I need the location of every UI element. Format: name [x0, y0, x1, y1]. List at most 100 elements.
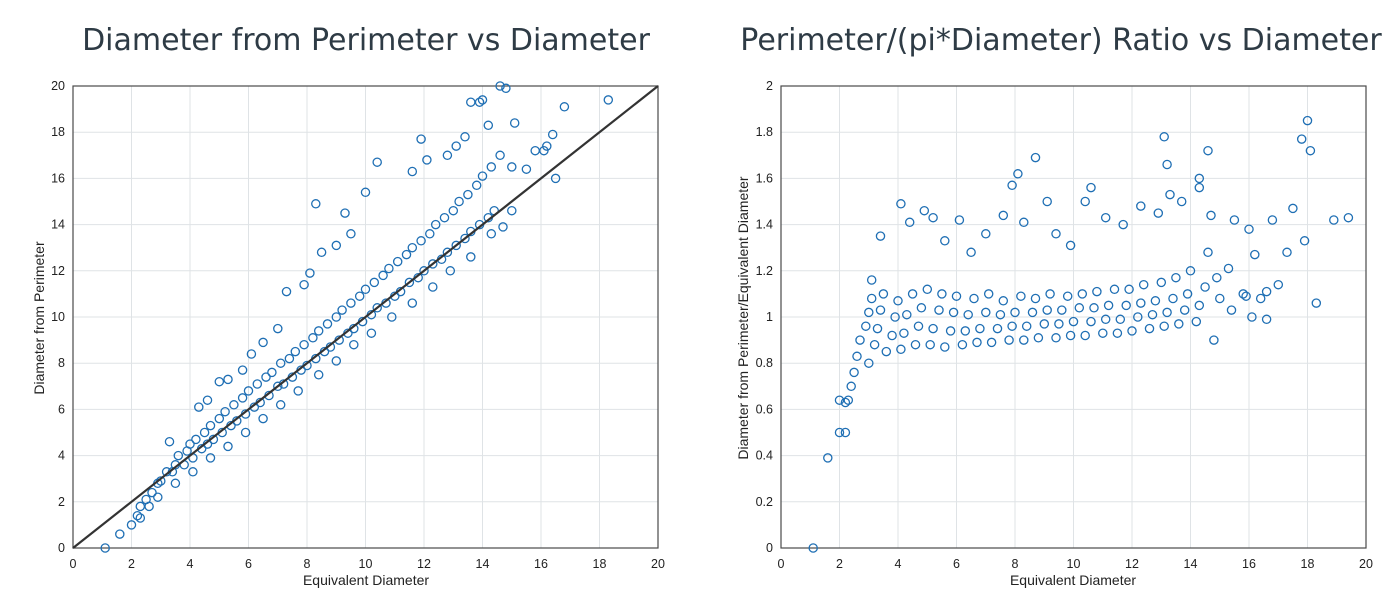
data-point: [1100, 212, 1111, 223]
data-point: [904, 217, 915, 228]
data-point: [1100, 314, 1111, 325]
data-point: [992, 323, 1003, 334]
data-point: [1030, 152, 1041, 163]
data-point: [115, 529, 125, 539]
data-point: [1153, 208, 1164, 218]
data-point: [144, 501, 154, 512]
data-point: [199, 427, 210, 438]
data-point: [372, 303, 382, 313]
x-tick-label: 0: [70, 557, 77, 571]
data-point: [834, 427, 845, 438]
y-tick-label: 10: [51, 310, 65, 324]
data-point: [1156, 277, 1167, 288]
data-point: [331, 312, 342, 322]
x-axis-label: Equivalent Diameter: [303, 572, 429, 588]
data-point: [547, 129, 558, 140]
data-point: [878, 289, 889, 299]
data-point: [875, 305, 886, 315]
data-point: [1296, 134, 1307, 144]
data-point: [331, 240, 342, 251]
data-point: [934, 305, 944, 315]
data-point: [407, 166, 418, 177]
data-point: [1305, 145, 1316, 156]
data-point: [237, 393, 248, 403]
x-tick-label: 2: [836, 557, 843, 571]
data-point: [273, 381, 283, 392]
data-point: [808, 543, 818, 553]
data-point: [135, 501, 146, 512]
y-tick-label: 0: [766, 541, 773, 555]
data-point: [957, 339, 968, 350]
data-point: [983, 289, 994, 299]
y-tick-label: 0: [58, 541, 65, 555]
data-point: [1124, 284, 1134, 295]
data-point: [214, 376, 225, 387]
data-point: [843, 395, 854, 405]
data-point: [305, 268, 315, 278]
data-point: [907, 289, 918, 299]
data-point: [331, 356, 342, 366]
plot-frame: [72, 85, 659, 549]
data-point: [852, 351, 862, 362]
y-tick-label: 2: [58, 495, 65, 509]
y-tick-label: 2: [766, 79, 773, 93]
data-point: [1215, 293, 1225, 304]
data-point: [1103, 300, 1114, 311]
data-point: [1045, 289, 1055, 299]
data-point: [1241, 291, 1251, 301]
data-point: [1250, 249, 1260, 260]
data-point: [1206, 210, 1216, 221]
data-point: [902, 309, 912, 320]
data-point: [273, 323, 283, 334]
data-point: [1062, 291, 1073, 301]
data-point: [387, 312, 397, 322]
data-point: [881, 346, 892, 357]
data-point: [392, 256, 403, 267]
data-point: [875, 231, 886, 241]
data-point: [1299, 236, 1310, 246]
data-point: [1288, 203, 1298, 214]
data-point: [185, 439, 195, 449]
x-tick-label: 8: [1012, 557, 1019, 571]
data-point: [925, 339, 935, 350]
data-point: [202, 395, 213, 405]
data-point: [498, 222, 508, 232]
data-point: [495, 150, 505, 161]
y-tick-label: 1.2: [756, 264, 773, 278]
data-point: [1194, 182, 1205, 193]
data-point: [948, 307, 959, 318]
data-point: [954, 215, 965, 225]
data-point: [910, 339, 921, 350]
data-point: [1042, 196, 1052, 207]
data-point: [1150, 296, 1161, 306]
data-point: [430, 219, 441, 230]
data-point: [1021, 321, 1032, 331]
data-point: [173, 450, 184, 461]
y-tick-label: 1.4: [756, 218, 773, 232]
y-tick-label: 0.4: [756, 449, 773, 463]
data-point: [1121, 300, 1131, 311]
data-point: [261, 372, 271, 382]
data-point: [132, 510, 143, 521]
data-point: [1068, 316, 1079, 327]
y-tick-label: 6: [58, 402, 65, 416]
data-point: [899, 328, 909, 338]
data-point: [1051, 333, 1061, 343]
data-point: [428, 282, 438, 292]
data-point: [1109, 284, 1120, 295]
data-point: [252, 379, 263, 389]
data-point: [1042, 305, 1052, 315]
data-point: [1159, 132, 1169, 142]
data-point: [100, 543, 110, 553]
data-point: [1226, 305, 1237, 315]
data-point: [916, 303, 927, 313]
data-point: [147, 487, 157, 498]
data-point: [849, 367, 859, 378]
data-point: [425, 229, 435, 239]
data-point: [1118, 219, 1128, 230]
data-point: [823, 453, 833, 463]
data-point: [1013, 169, 1023, 179]
data-point: [872, 323, 883, 334]
data-point: [477, 95, 488, 105]
